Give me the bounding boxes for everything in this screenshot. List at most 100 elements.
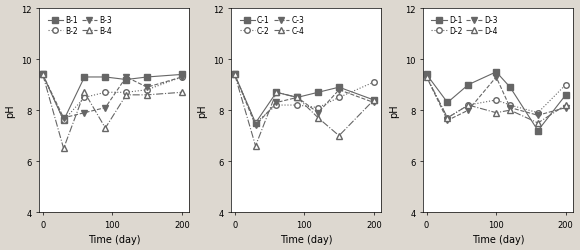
C-2 [294, 104, 301, 107]
B-2 [102, 92, 109, 94]
D-2 [492, 99, 499, 102]
C-4 [315, 117, 322, 120]
D-1 [534, 130, 541, 132]
C-4 [336, 135, 343, 138]
B-4 [179, 92, 186, 94]
C-1 [371, 99, 378, 102]
B-2 [81, 96, 88, 100]
B-2 [144, 89, 151, 92]
C-2 [252, 122, 259, 125]
Line: C-2: C-2 [232, 72, 376, 126]
C-4 [371, 99, 378, 102]
Line: B-3: B-3 [40, 72, 184, 121]
D-4 [562, 104, 569, 107]
Line: D-1: D-1 [424, 70, 568, 134]
C-2 [273, 104, 280, 107]
C-3 [231, 74, 238, 76]
C-4 [273, 92, 280, 94]
D-2 [506, 104, 513, 107]
C-3 [273, 102, 280, 104]
D-4 [506, 109, 513, 112]
B-4 [81, 92, 88, 94]
Line: D-3: D-3 [424, 75, 568, 124]
Line: C-3: C-3 [232, 72, 376, 129]
D-4 [492, 112, 499, 115]
D-1 [562, 94, 569, 97]
D-2 [423, 76, 430, 79]
D-3 [506, 107, 513, 110]
Y-axis label: pH: pH [389, 104, 400, 118]
B-3 [60, 117, 67, 120]
Y-axis label: pH: pH [6, 104, 16, 118]
C-1 [273, 92, 280, 94]
D-1 [492, 71, 499, 74]
B-3 [102, 107, 109, 110]
Line: C-4: C-4 [232, 72, 376, 149]
B-3 [179, 76, 186, 79]
C-1 [231, 74, 238, 76]
D-2 [465, 104, 472, 107]
C-3 [294, 96, 301, 100]
C-3 [371, 102, 378, 104]
X-axis label: Time (day): Time (day) [472, 234, 524, 244]
Line: B-4: B-4 [40, 72, 184, 152]
B-4 [123, 94, 130, 97]
B-1 [123, 79, 130, 82]
Legend: B-1, B-2, B-3, B-4: B-1, B-2, B-3, B-4 [46, 15, 114, 37]
Line: B-1: B-1 [40, 72, 184, 124]
B-3 [144, 86, 151, 89]
C-1 [294, 96, 301, 100]
D-3 [465, 109, 472, 112]
B-2 [179, 76, 186, 79]
B-4 [102, 127, 109, 130]
B-1 [60, 120, 67, 122]
Legend: D-1, D-2, D-3, D-4: D-1, D-2, D-3, D-4 [430, 15, 499, 37]
B-3 [81, 112, 88, 115]
C-3 [252, 124, 259, 128]
B-4 [144, 94, 151, 97]
D-1 [465, 84, 472, 87]
C-1 [252, 122, 259, 125]
C-2 [315, 107, 322, 110]
B-1 [144, 76, 151, 79]
Line: C-1: C-1 [232, 72, 376, 126]
B-2 [39, 74, 46, 76]
B-1 [81, 76, 88, 79]
X-axis label: Time (day): Time (day) [88, 234, 140, 244]
B-2 [123, 92, 130, 94]
D-3 [534, 114, 541, 117]
B-2 [60, 120, 67, 122]
Line: D-2: D-2 [424, 75, 568, 121]
Line: D-4: D-4 [424, 75, 568, 126]
C-4 [231, 74, 238, 76]
C-1 [336, 86, 343, 89]
C-3 [315, 112, 322, 115]
D-3 [444, 120, 451, 122]
D-4 [444, 117, 451, 120]
D-3 [423, 76, 430, 79]
B-1 [179, 74, 186, 76]
C-2 [336, 96, 343, 100]
B-1 [102, 76, 109, 79]
B-3 [123, 76, 130, 79]
D-2 [562, 84, 569, 87]
D-1 [444, 102, 451, 104]
D-3 [492, 76, 499, 79]
B-1 [39, 74, 46, 76]
B-4 [60, 147, 67, 150]
C-3 [336, 89, 343, 92]
C-4 [252, 145, 259, 148]
C-2 [371, 81, 378, 84]
D-2 [534, 112, 541, 115]
C-2 [231, 74, 238, 76]
Y-axis label: pH: pH [198, 104, 208, 118]
C-1 [315, 92, 322, 94]
X-axis label: Time (day): Time (day) [280, 234, 332, 244]
B-3 [39, 74, 46, 76]
D-4 [423, 76, 430, 79]
C-4 [294, 96, 301, 100]
D-4 [534, 122, 541, 125]
D-1 [506, 86, 513, 89]
D-2 [444, 117, 451, 120]
Line: B-2: B-2 [40, 72, 184, 124]
